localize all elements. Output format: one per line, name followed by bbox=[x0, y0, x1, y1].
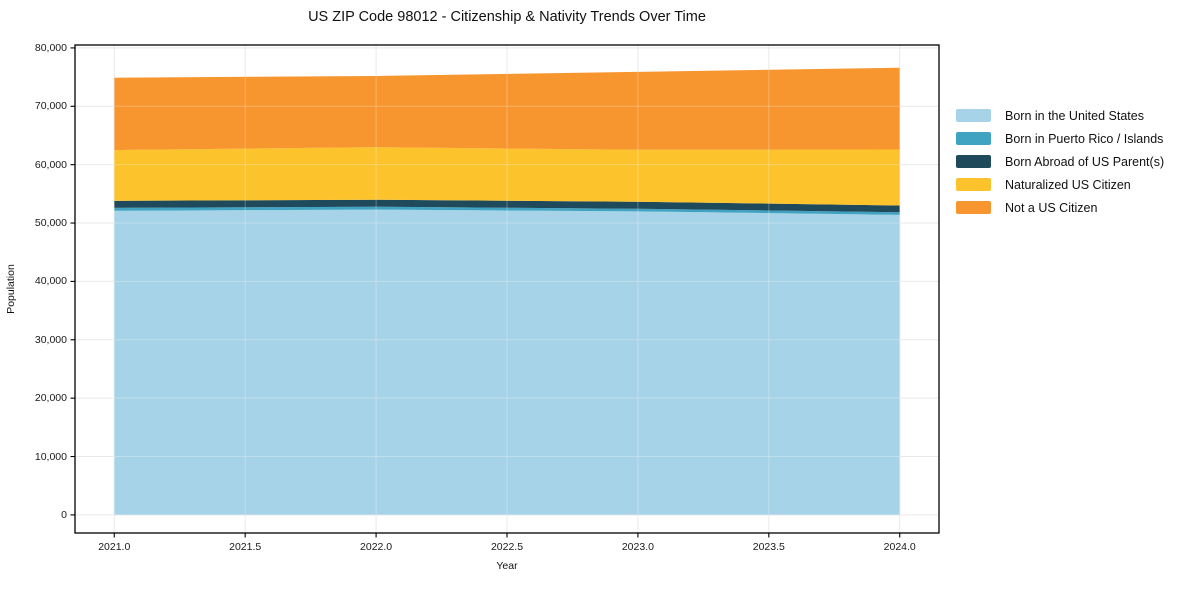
y-axis-label: Population bbox=[5, 264, 17, 314]
chart-title: US ZIP Code 98012 - Citizenship & Nativi… bbox=[308, 9, 706, 25]
area-series-1 bbox=[114, 209, 900, 515]
y-tick-label: 0 bbox=[61, 508, 67, 521]
x-tick-label: 2021.5 bbox=[229, 541, 262, 553]
legend-item: Born in the United States bbox=[956, 104, 1164, 127]
x-tick-label: 2022.5 bbox=[490, 541, 524, 553]
x-axis-label: Year bbox=[496, 560, 518, 572]
area-series-3 bbox=[114, 199, 900, 213]
y-tick-label: 30,000 bbox=[34, 333, 67, 346]
area-series-4 bbox=[114, 147, 900, 206]
y-tick-label: 40,000 bbox=[34, 275, 67, 288]
legend-label: Naturalized US Citizen bbox=[1005, 177, 1131, 192]
legend-label: Born Abroad of US Parent(s) bbox=[1005, 154, 1165, 169]
legend-item: Not a US Citizen bbox=[956, 196, 1164, 219]
y-tick-label: 20,000 bbox=[34, 392, 67, 405]
y-tick-label: 80,000 bbox=[34, 41, 67, 54]
y-tick-label: 70,000 bbox=[34, 100, 67, 113]
area-series-2 bbox=[114, 206, 900, 215]
legend-swatch bbox=[956, 109, 991, 122]
x-tick-label: 2021.0 bbox=[98, 541, 131, 553]
x-tick-label: 2023.0 bbox=[621, 541, 654, 553]
legend: Born in the United States Born in Puerto … bbox=[956, 104, 1164, 219]
legend-item: Born in Puerto Rico / Islands bbox=[956, 127, 1164, 150]
y-tick-label: 10,000 bbox=[34, 450, 67, 463]
gridline-overlay-group bbox=[114, 67, 900, 515]
legend-swatch bbox=[956, 132, 991, 145]
legend-item: Naturalized US Citizen bbox=[956, 173, 1164, 196]
legend-label: Born in the United States bbox=[1005, 108, 1144, 123]
legend-item: Born Abroad of US Parent(s) bbox=[956, 150, 1164, 173]
x-tick-label: 2022.0 bbox=[360, 541, 393, 553]
legend-swatch bbox=[956, 201, 991, 214]
x-tick-label: 2024.0 bbox=[883, 541, 916, 553]
legend-swatch bbox=[956, 178, 991, 191]
legend-label: Born in Puerto Rico / Islands bbox=[1005, 131, 1164, 146]
legend-label: Not a US Citizen bbox=[1005, 200, 1098, 215]
y-tick-label: 60,000 bbox=[34, 158, 67, 171]
legend-swatch bbox=[956, 155, 991, 168]
y-tick-label: 50,000 bbox=[34, 217, 67, 230]
area-series-5 bbox=[114, 67, 900, 151]
x-tick-label: 2023.5 bbox=[752, 541, 785, 553]
